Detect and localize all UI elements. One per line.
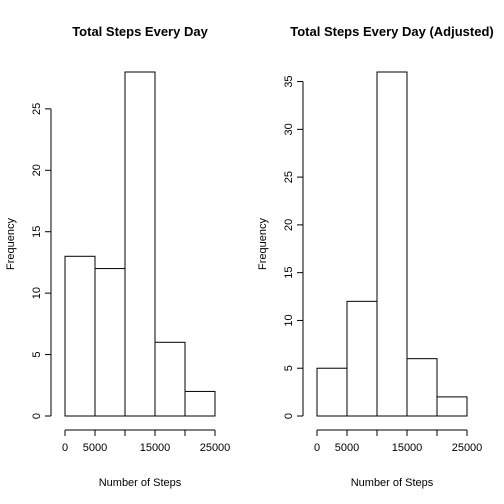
chart-panel-2: Total Steps Every Day (Adjusted)0 5000 150…	[257, 24, 494, 489]
y-axis-label: Frequency	[257, 218, 269, 270]
x-tick-label: 15000	[392, 442, 423, 454]
y-axis-label: Frequency	[5, 218, 17, 270]
y-tick-label: 0	[283, 413, 295, 419]
x-tick-label: 5000	[335, 442, 359, 454]
histogram-bar	[377, 72, 407, 416]
y-tick-label: 15	[31, 226, 43, 238]
x-tick-label: 25000	[200, 442, 231, 454]
y-tick-label: 0	[31, 413, 43, 419]
x-tick-label: 0	[62, 442, 68, 454]
y-tick-label: 15	[283, 267, 295, 279]
histogram-bar	[347, 301, 377, 416]
histogram-bar	[95, 269, 125, 416]
histogram-bar	[185, 391, 215, 416]
x-axis-label: Number of Steps	[99, 477, 182, 489]
chart-title: Total Steps Every Day	[72, 24, 208, 39]
histogram-bar	[437, 397, 467, 416]
x-tick-label: 5000	[83, 442, 107, 454]
y-tick-label: 20	[283, 219, 295, 231]
histogram-bar	[155, 342, 185, 416]
x-tick-label: 15000	[140, 442, 171, 454]
y-tick-label: 5	[31, 352, 43, 358]
y-tick-label: 25	[283, 171, 295, 183]
y-tick-label: 35	[283, 75, 295, 87]
chart-title: Total Steps Every Day (Adjusted)	[290, 24, 493, 39]
chart-panel-1: Total Steps Every Day 0 5000 15000 25000 Numb…	[5, 24, 230, 489]
x-tick-label: 25000	[452, 442, 483, 454]
x-axis-label: Number of Steps	[351, 477, 434, 489]
x-tick-label: 0	[314, 442, 320, 454]
histogram-bar	[125, 72, 155, 416]
y-tick-label: 10	[31, 287, 43, 299]
y-tick-label: 30	[283, 123, 295, 135]
histogram-bar	[65, 256, 95, 416]
histogram-bar	[317, 368, 347, 416]
y-tick-label: 25	[31, 103, 43, 115]
y-tick-label: 5	[283, 365, 295, 371]
histogram-bar	[407, 359, 437, 416]
y-tick-label: 20	[31, 164, 43, 176]
y-tick-label: 10	[283, 314, 295, 326]
